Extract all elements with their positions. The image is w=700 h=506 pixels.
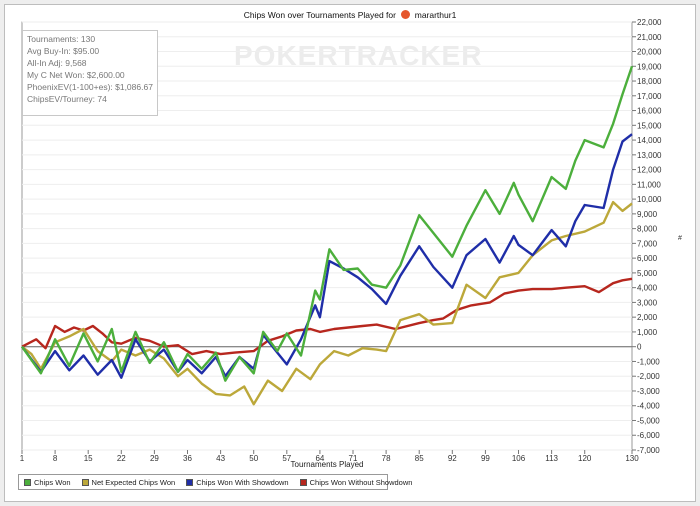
x-tick-label: 120 bbox=[578, 454, 592, 463]
x-tick-label: 106 bbox=[512, 454, 526, 463]
legend-item-without-showdown[interactable]: Chips Won Without Showdown bbox=[299, 477, 413, 487]
y-tick-label: 7,000 bbox=[637, 239, 658, 248]
x-tick-label: 22 bbox=[117, 454, 126, 463]
y-tick-label: 15,000 bbox=[637, 121, 662, 130]
legend-item-chips-won[interactable]: Chips Won bbox=[24, 478, 71, 487]
x-tick-label: 71 bbox=[349, 454, 358, 463]
legend-label: Chips Won Without Showdown bbox=[309, 477, 413, 487]
y-tick-label: 1,000 bbox=[637, 328, 658, 337]
y-tick-label: 21,000 bbox=[637, 33, 662, 42]
x-tick-label: 29 bbox=[150, 454, 159, 463]
y-tick-label: 9,000 bbox=[637, 210, 658, 219]
y-tick-label: 18,000 bbox=[637, 77, 662, 86]
stat-tournaments: Tournaments: 130 bbox=[27, 34, 96, 44]
series-line-chips-won bbox=[21, 65, 634, 382]
y-tick-label: 12,000 bbox=[637, 166, 662, 175]
y-tick-label: 13,000 bbox=[637, 151, 662, 160]
y-tick-label: -2,000 bbox=[637, 372, 660, 381]
x-axis-label: Tournaments Played bbox=[291, 460, 364, 469]
series-line-chips-won-with-showdown bbox=[21, 133, 633, 379]
stat-net-won: My C Net Won: $2,600.00 bbox=[27, 70, 125, 80]
y-tick-label: -5,000 bbox=[637, 416, 660, 425]
y-tick-label: 20,000 bbox=[637, 48, 662, 57]
chart-title-text: Chips Won over Tournaments Played for bbox=[243, 10, 396, 20]
series-layer bbox=[21, 65, 634, 406]
x-tick-label: 64 bbox=[315, 454, 324, 463]
player-logo-icon bbox=[401, 10, 411, 19]
legend-label: Chips Won With Showdown bbox=[196, 477, 289, 487]
x-tick-label: 92 bbox=[448, 454, 457, 463]
y-tick-label: 0 bbox=[637, 343, 642, 352]
x-tick-label: 57 bbox=[282, 454, 291, 463]
legend-item-net-expected[interactable]: Net Expected Chips Won bbox=[81, 477, 176, 487]
x-tick-label: 1 bbox=[20, 454, 25, 463]
legend-item-with-showdown[interactable]: Chips Won With Showdown bbox=[186, 477, 289, 487]
stat-all-in-adj: All-In Adj: 9,568 bbox=[27, 58, 87, 68]
y-tick-label: -1,000 bbox=[637, 357, 660, 366]
y-tick-label: 5,000 bbox=[637, 269, 658, 278]
y-tick-label: 8,000 bbox=[637, 225, 658, 234]
x-tick-label: 99 bbox=[481, 454, 490, 463]
y-tick-label: 16,000 bbox=[637, 107, 662, 116]
x-tick-label: 8 bbox=[53, 454, 58, 463]
series-line-chips-won-without-showdown bbox=[21, 277, 633, 356]
x-tick-label: 15 bbox=[84, 454, 93, 463]
x-tick-label: 113 bbox=[545, 454, 558, 463]
y-tick-label: 10,000 bbox=[637, 195, 662, 204]
y-tick-label: 6,000 bbox=[637, 254, 658, 263]
legend-swatch bbox=[24, 478, 31, 486]
stats-box: Tournaments: 130 Avg Buy-In: $95.00 All-… bbox=[22, 30, 158, 116]
y-tick-label: 17,000 bbox=[637, 92, 662, 101]
legend-swatch bbox=[81, 478, 89, 486]
x-tick-label: 130 bbox=[625, 454, 639, 463]
y-tick-label: 4,000 bbox=[637, 284, 658, 293]
x-tick-label: 36 bbox=[183, 454, 192, 463]
chart-title: Chips Won over Tournaments Played for ma… bbox=[0, 10, 700, 20]
y-tick-label: -3,000 bbox=[637, 387, 660, 396]
legend-label: Chips Won bbox=[34, 477, 71, 487]
stat-phoenix-ev: PhoenixEV(1-100+es): $1,086.67 bbox=[27, 82, 153, 92]
y-tick-label: -6,000 bbox=[637, 431, 660, 440]
legend-swatch bbox=[299, 478, 307, 486]
legend-swatch bbox=[186, 478, 194, 486]
x-tick-label: 43 bbox=[216, 454, 225, 463]
y-tick-label: -7,000 bbox=[637, 446, 660, 455]
stat-chips-ev: ChipsEV/Tourney: 74 bbox=[27, 94, 107, 104]
legend: Chips Won Net Expected Chips Won Chips W… bbox=[18, 474, 412, 490]
y-tick-label: 14,000 bbox=[637, 136, 662, 145]
y-axis: 22,000 21,000 20,000 19,000 18,000 17,000 16,0… bbox=[22, 18, 662, 455]
y-tick-label: 22,000 bbox=[637, 18, 662, 27]
stat-avg-buy-in: Avg Buy-In: $95.00 bbox=[27, 46, 100, 56]
y-tick-label: -4,000 bbox=[637, 402, 660, 411]
x-tick-label: 78 bbox=[382, 454, 391, 463]
legend-label: Net Expected Chips Won bbox=[91, 477, 176, 487]
series-line-net-expected-chips-won bbox=[21, 200, 633, 406]
y-tick-label: 2,000 bbox=[637, 313, 658, 322]
y-tick-label: 3,000 bbox=[637, 298, 658, 307]
y-tick-label: 19,000 bbox=[637, 62, 662, 71]
x-tick-label: 85 bbox=[415, 454, 424, 463]
y-tick-label: 11,000 bbox=[637, 180, 661, 189]
y-axis-hash-mark: # bbox=[678, 235, 682, 242]
x-tick-label: 50 bbox=[249, 454, 258, 463]
x-axis: 1 8 15 22 29 36 43 50 57 64 71 78 85 92 99 106 113 120 130 bbox=[20, 450, 639, 463]
player-name: mararthur1 bbox=[414, 10, 457, 20]
